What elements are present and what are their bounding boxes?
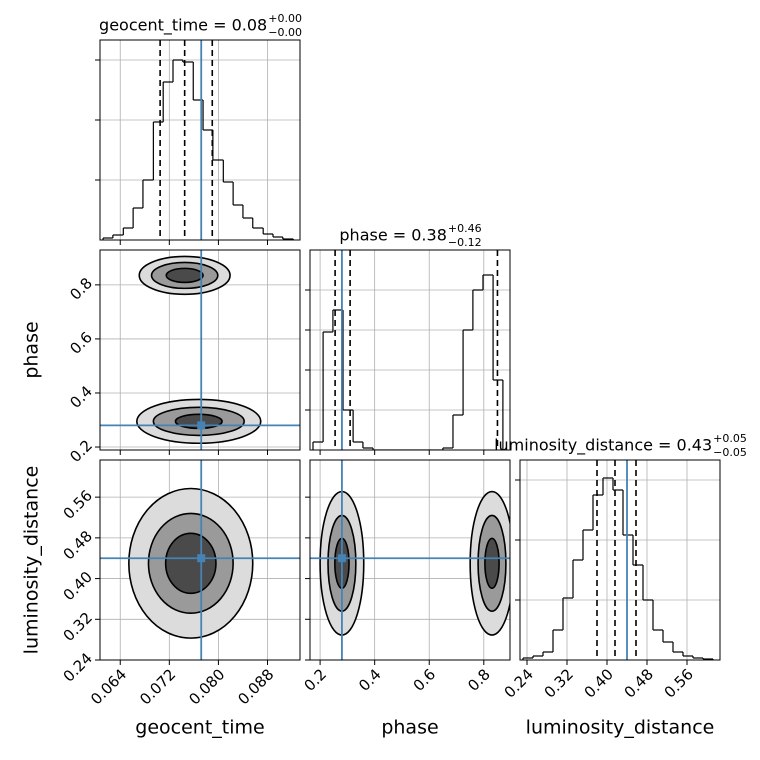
x-tick-label: 0.088 bbox=[234, 665, 277, 708]
y-tick-label: 0.40 bbox=[60, 568, 96, 604]
x-axis-label: geocent_time bbox=[135, 717, 264, 739]
title-lower: −0.12 bbox=[448, 236, 482, 249]
x-tick-label: 0.8 bbox=[464, 665, 494, 695]
truth-point bbox=[337, 554, 346, 563]
title-upper: +0.00 bbox=[268, 12, 302, 25]
x-tick-label: 0.24 bbox=[501, 665, 537, 701]
truth-point bbox=[197, 554, 206, 563]
panel-frame bbox=[309, 459, 511, 661]
panel bbox=[520, 460, 720, 660]
x-tick-label: 0.32 bbox=[541, 665, 577, 701]
panel bbox=[310, 460, 510, 660]
contour bbox=[165, 267, 204, 284]
truth-point bbox=[197, 421, 206, 430]
contour bbox=[164, 532, 217, 595]
panel-title: phase = 0.38 bbox=[339, 226, 446, 245]
x-tick-label: 0.064 bbox=[87, 665, 130, 708]
x-tick-label: 0.080 bbox=[185, 665, 228, 708]
x-tick-label: 0.56 bbox=[661, 665, 697, 701]
x-tick-label: 0.40 bbox=[581, 665, 617, 701]
y-axis-label: luminosity_distance bbox=[21, 466, 43, 655]
x-axis-label: luminosity_distance bbox=[526, 717, 715, 739]
panel-frame bbox=[99, 39, 301, 241]
y-tick-label: 0.6 bbox=[66, 328, 96, 358]
title-upper: +0.05 bbox=[713, 432, 747, 445]
x-tick-label: 0.4 bbox=[355, 665, 385, 695]
y-tick-label: 0.32 bbox=[60, 609, 96, 645]
x-tick-label: 0.2 bbox=[301, 665, 331, 695]
panel bbox=[100, 40, 300, 240]
y-tick-label: 0.4 bbox=[66, 382, 96, 412]
panel-frame bbox=[309, 249, 511, 451]
x-tick-label: 0.48 bbox=[621, 665, 657, 701]
y-tick-label: 0.8 bbox=[66, 274, 96, 304]
title-upper: +0.46 bbox=[448, 222, 482, 235]
y-tick-label: 0.48 bbox=[60, 527, 96, 563]
panel bbox=[310, 250, 510, 450]
panel bbox=[100, 250, 300, 450]
panel-title: luminosity_distance = 0.43 bbox=[494, 436, 712, 456]
y-tick-label: 0.24 bbox=[60, 649, 96, 685]
contour bbox=[484, 537, 500, 590]
panel-frame bbox=[99, 249, 301, 451]
panel-frame bbox=[99, 459, 301, 661]
title-lower: −0.05 bbox=[713, 446, 747, 459]
y-tick-label: 0.2 bbox=[66, 436, 96, 466]
panel bbox=[100, 460, 300, 660]
panel-frame bbox=[519, 459, 721, 661]
title-lower: −0.00 bbox=[268, 26, 302, 39]
x-tick-label: 0.072 bbox=[136, 665, 179, 708]
x-tick-label: 0.6 bbox=[410, 665, 440, 695]
panel-title: geocent_time = 0.08 bbox=[99, 16, 267, 36]
x-axis-label: phase bbox=[381, 717, 438, 739]
y-axis-label: phase bbox=[21, 321, 43, 378]
y-tick-label: 0.56 bbox=[60, 486, 96, 522]
